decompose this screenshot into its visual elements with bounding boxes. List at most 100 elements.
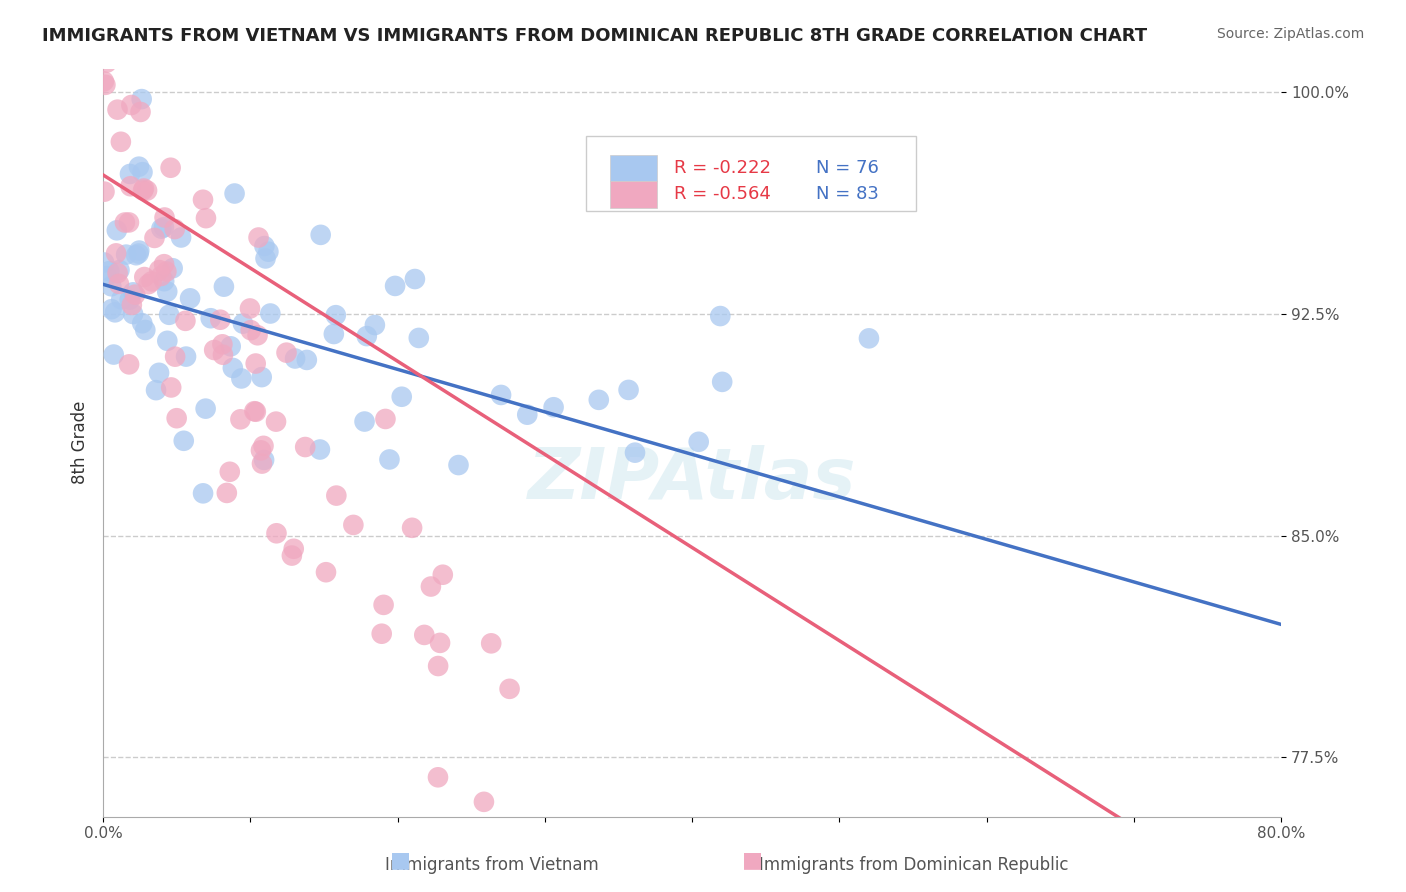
Point — [252, 439, 274, 453]
FancyBboxPatch shape — [610, 181, 657, 208]
Point — [215, 486, 238, 500]
Point — [104, 305, 127, 319]
Point — [284, 351, 307, 366]
Text: N = 83: N = 83 — [815, 186, 879, 203]
Point — [315, 565, 337, 579]
Point — [391, 390, 413, 404]
Point — [120, 179, 142, 194]
Point — [110, 135, 132, 149]
Text: IMMIGRANTS FROM VIETNAM VS IMMIGRANTS FROM DOMINICAN REPUBLIC 8TH GRADE CORRELAT: IMMIGRANTS FROM VIETNAM VS IMMIGRANTS FR… — [42, 27, 1147, 45]
Point — [246, 328, 269, 343]
Point — [294, 440, 316, 454]
Point — [447, 458, 470, 472]
Point — [250, 457, 273, 471]
Point — [129, 105, 152, 120]
Point — [427, 659, 450, 673]
Point — [145, 383, 167, 397]
Point — [250, 370, 273, 384]
Point — [259, 306, 281, 320]
Point — [624, 445, 647, 459]
Point — [124, 287, 146, 301]
Point — [132, 184, 155, 198]
Point — [143, 231, 166, 245]
Point — [125, 248, 148, 262]
Point — [432, 567, 454, 582]
Point — [156, 334, 179, 348]
Point — [543, 401, 565, 415]
Point — [155, 264, 177, 278]
Point — [222, 361, 245, 376]
Point — [283, 541, 305, 556]
Point — [257, 244, 280, 259]
Point — [276, 345, 298, 359]
Point — [404, 272, 426, 286]
Point — [156, 285, 179, 299]
Point — [93, 185, 115, 199]
Point — [114, 215, 136, 229]
Text: Immigrants from Dominican Republic: Immigrants from Dominican Republic — [759, 856, 1069, 874]
Point — [209, 312, 232, 326]
Point — [150, 221, 173, 235]
Point — [243, 404, 266, 418]
Point — [546, 833, 568, 847]
Point — [231, 371, 253, 385]
Point — [218, 465, 240, 479]
Point — [711, 375, 734, 389]
Point — [479, 636, 502, 650]
Point — [295, 353, 318, 368]
Point — [281, 549, 304, 563]
Text: Source: ZipAtlas.com: Source: ZipAtlas.com — [1216, 27, 1364, 41]
Point — [165, 350, 187, 364]
Point — [174, 314, 197, 328]
Point — [224, 186, 246, 201]
Point — [118, 215, 141, 229]
Point — [134, 323, 156, 337]
Point — [472, 795, 495, 809]
Point — [174, 350, 197, 364]
Point — [170, 230, 193, 244]
Point — [122, 285, 145, 300]
Point — [364, 318, 387, 332]
Point — [136, 184, 159, 198]
Point — [107, 103, 129, 117]
Point — [194, 211, 217, 226]
Point — [239, 301, 262, 316]
Point — [498, 681, 520, 696]
Point — [110, 293, 132, 307]
Point — [219, 339, 242, 353]
Point — [98, 264, 121, 278]
Point — [96, 55, 118, 70]
Point — [118, 293, 141, 307]
Text: ZIPAtlas: ZIPAtlas — [527, 445, 856, 515]
Point — [153, 274, 176, 288]
Text: ■: ■ — [742, 850, 762, 870]
Y-axis label: 8th Grade: 8th Grade — [72, 401, 89, 484]
Point — [105, 223, 128, 237]
Point — [247, 230, 270, 244]
Point — [211, 337, 233, 351]
Point — [617, 383, 640, 397]
Point — [122, 307, 145, 321]
Point — [105, 246, 128, 260]
Point — [688, 434, 710, 449]
Point — [709, 309, 731, 323]
Point — [121, 298, 143, 312]
Text: ■: ■ — [391, 850, 411, 870]
FancyBboxPatch shape — [586, 136, 915, 211]
Point — [128, 244, 150, 258]
Point — [264, 415, 287, 429]
Point — [153, 211, 176, 225]
Point — [516, 408, 538, 422]
Point — [232, 317, 254, 331]
Point — [138, 277, 160, 292]
Point — [108, 277, 131, 291]
Point — [191, 486, 214, 500]
Point — [212, 279, 235, 293]
Point — [229, 412, 252, 426]
Point — [150, 268, 173, 283]
Point — [194, 401, 217, 416]
Point — [107, 266, 129, 280]
Point — [173, 434, 195, 448]
Point — [266, 526, 288, 541]
Point — [163, 222, 186, 236]
